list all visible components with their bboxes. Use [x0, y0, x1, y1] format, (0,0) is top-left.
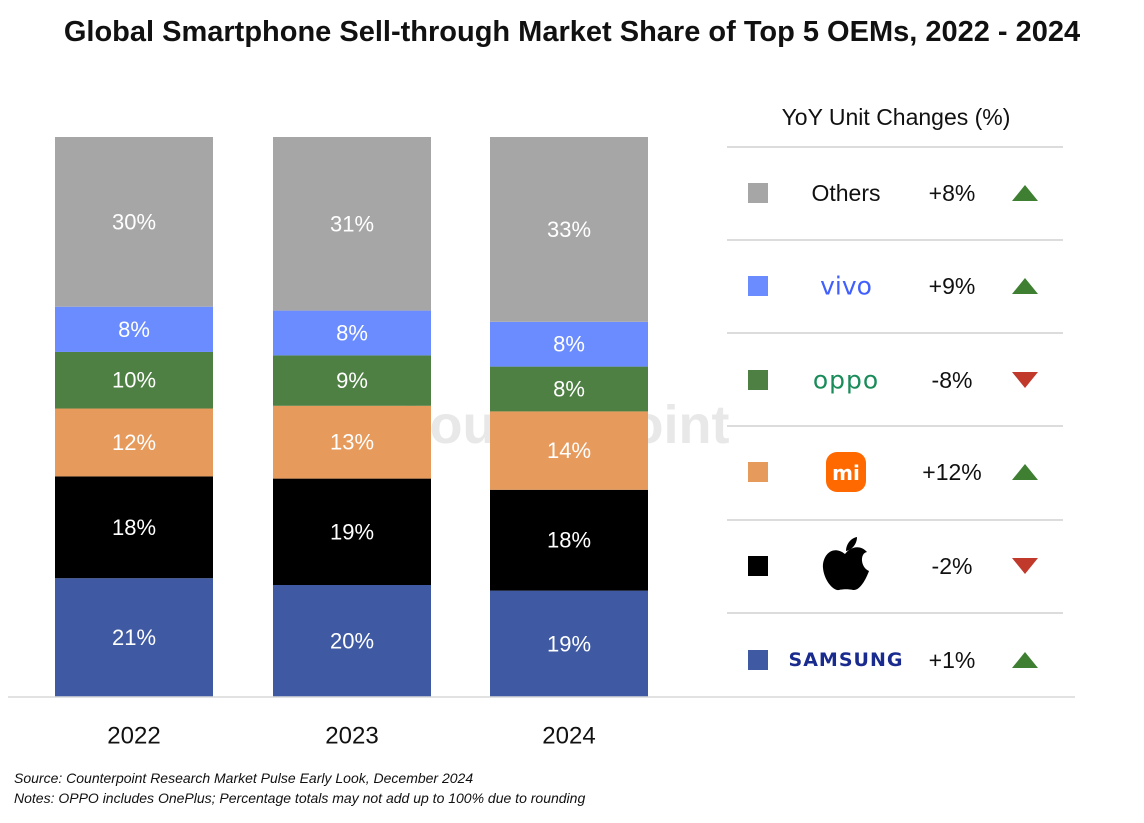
legend-row: vivo +9% [748, 272, 1038, 301]
legend-swatch [748, 183, 768, 203]
bar-others-2023 [273, 137, 431, 311]
bar-value-label: 14% [547, 438, 591, 463]
bar-value-label: 33% [547, 217, 591, 242]
bar-vivo-2022 [55, 306, 213, 352]
triangle-up-icon [1012, 185, 1038, 201]
bar-apple-2022 [55, 476, 213, 579]
legend-brand: Others [811, 180, 880, 206]
bar-value-label: 8% [336, 321, 368, 346]
bar-vivo-2024 [490, 321, 648, 367]
legend-yoy-change: +9% [929, 273, 976, 299]
legend-row: -2% [748, 537, 1038, 591]
bar-xiaomi-2022 [55, 408, 213, 477]
legend-swatch [748, 462, 768, 482]
source-note: Source: Counterpoint Research Market Pul… [14, 770, 474, 786]
legend-title: YoY Unit Changes (%) [782, 104, 1011, 130]
legend-swatch [748, 276, 768, 296]
bar-vivo-2023 [273, 310, 431, 356]
bar-value-label: 18% [547, 528, 591, 553]
bar-apple-2023 [273, 478, 431, 585]
bar-value-label: 13% [330, 430, 374, 455]
bar-value-label: 19% [330, 519, 374, 544]
legend-swatch [748, 370, 768, 390]
bar-xiaomi-2024 [490, 411, 648, 490]
mi-logo-icon [826, 452, 866, 492]
bar-value-label: 9% [336, 368, 368, 393]
bars-group: 21% 18% 12% 10% 8% 30% 2022 20% 19% 13% 9% 8% 31% 202… [8, 137, 1075, 750]
bar-value-label: 10% [112, 368, 156, 393]
bar-others-2024 [490, 137, 648, 322]
triangle-up-icon [1012, 652, 1038, 668]
bar-oppo-2023 [273, 355, 431, 406]
bar-value-label: 31% [330, 211, 374, 236]
x-tick-label: 2022 [107, 723, 160, 750]
legend-yoy-change: -2% [932, 553, 973, 579]
bar-value-label: 8% [118, 317, 150, 342]
legend-brand: SAMSUNG [789, 649, 904, 671]
legend-row: oppo -8% [748, 366, 1038, 395]
legend-yoy-change: +1% [929, 647, 976, 673]
bar-samsung-2024 [490, 590, 648, 697]
legend-row: Others +8% [748, 180, 1038, 206]
x-tick-label: 2024 [542, 723, 595, 750]
bar-value-label: 30% [112, 209, 156, 234]
x-tick-label: 2023 [325, 723, 378, 750]
notes-text: Notes: OPPO includes OnePlus; Percentage… [14, 790, 586, 806]
bar-oppo-2022 [55, 351, 213, 409]
chart-title: Global Smartphone Sell-through Market Sh… [63, 16, 1081, 48]
triangle-down-icon [1012, 372, 1038, 388]
bar-value-label: 18% [112, 515, 156, 540]
bar-value-label: 20% [330, 629, 374, 654]
bar-value-label: 21% [112, 625, 156, 650]
bar-samsung-2022 [55, 578, 213, 697]
triangle-down-icon [1012, 558, 1038, 574]
bar-value-label: 19% [547, 631, 591, 656]
legend-yoy-change: +12% [922, 459, 981, 485]
bar-value-label: 8% [553, 377, 585, 402]
legend-yoy-change: -8% [932, 367, 973, 393]
legend-brand: mi [832, 461, 860, 485]
legend-swatch [748, 650, 768, 670]
bar-samsung-2023 [273, 585, 431, 697]
bar-oppo-2024 [490, 366, 648, 412]
legend-yoy-change: +8% [929, 180, 976, 206]
legend-row: SAMSUNG +1% [748, 647, 1038, 673]
triangle-up-icon [1012, 278, 1038, 294]
triangle-up-icon [1012, 464, 1038, 480]
apple-logo-icon [822, 537, 869, 591]
legend-swatch [748, 556, 768, 576]
bar-others-2022 [55, 137, 213, 307]
bar-xiaomi-2023 [273, 405, 431, 479]
bar-apple-2024 [490, 489, 648, 591]
legend-brand: vivo [820, 272, 872, 301]
legend: YoY Unit Changes (%) Others +8% vivo +9% oppo… [727, 104, 1063, 673]
bar-value-label: 8% [553, 332, 585, 357]
legend-row: mi +12% [748, 452, 1038, 492]
bar-value-label: 12% [112, 430, 156, 455]
legend-brand: oppo [813, 366, 879, 395]
